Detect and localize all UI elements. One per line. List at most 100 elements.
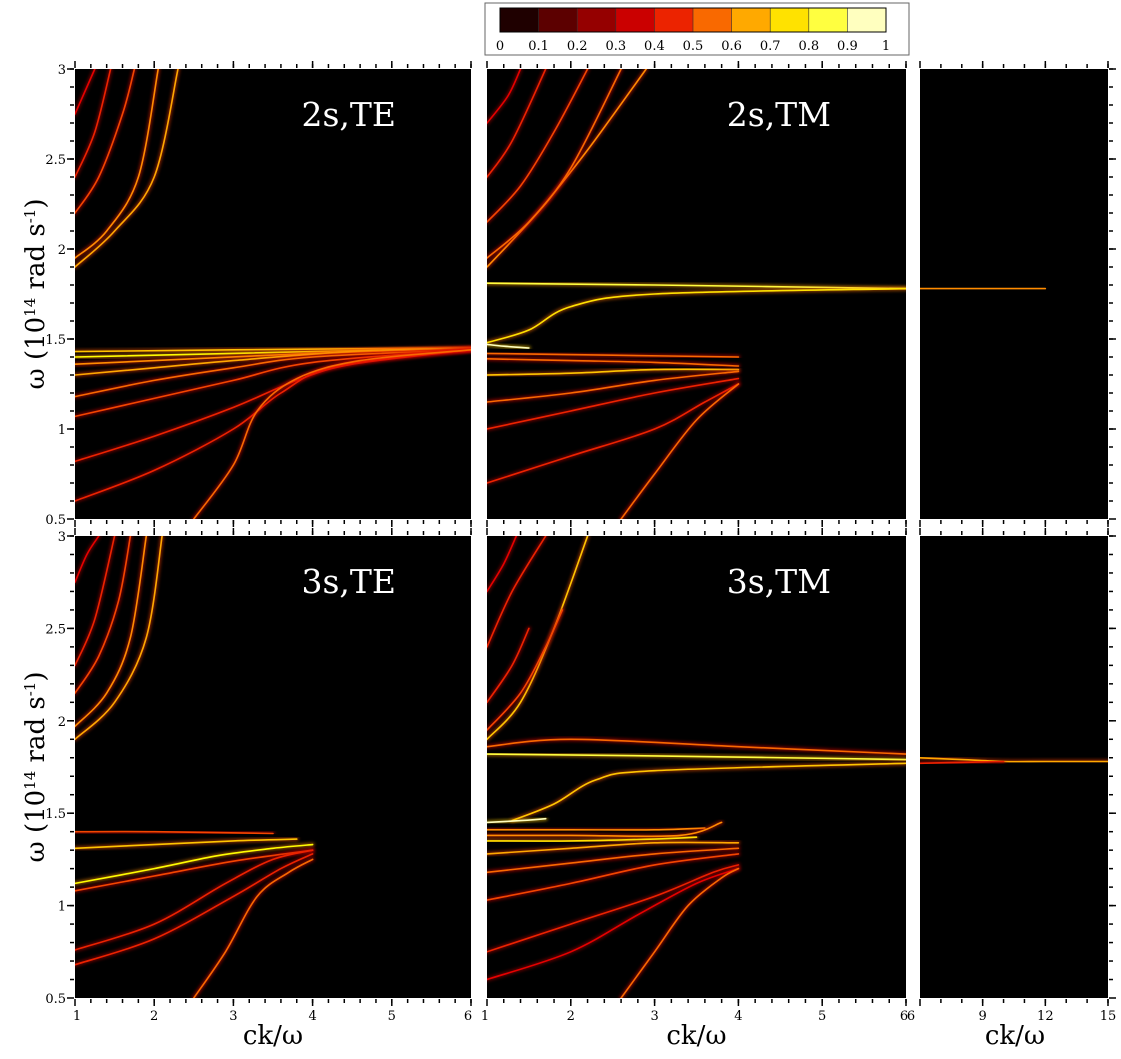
panel-label: 3s,TE	[301, 562, 396, 601]
x-tick-label: 6	[907, 1009, 915, 1024]
dispersion-band	[487, 827, 706, 831]
dispersion-band	[511, 762, 906, 822]
dispersion-band	[487, 738, 906, 755]
dispersion-band	[75, 69, 179, 268]
x-tick-label: 2	[150, 1009, 158, 1024]
dispersion-band	[75, 536, 116, 667]
x-tick-label: 4	[308, 1009, 316, 1024]
dispersion-band	[487, 609, 564, 731]
y-axis-label: ω (1014 rad s-1)	[21, 198, 51, 389]
panel-background	[920, 69, 1108, 519]
dispersion-band	[487, 821, 723, 838]
panel-background	[75, 536, 471, 998]
dispersion-band	[75, 69, 112, 178]
x-tick-label: 6	[464, 1009, 472, 1024]
dispersion-band	[75, 69, 136, 214]
colorbar-cell	[500, 8, 540, 32]
x-tick-label: 2	[567, 1009, 575, 1024]
heatmap-panel	[920, 69, 1108, 519]
panel-label: 2s,TM	[727, 95, 831, 134]
colorbar-cell	[847, 8, 887, 32]
dispersion-band	[75, 536, 148, 728]
dispersion-band	[487, 536, 547, 648]
heatmap-panel: 3s,TM	[487, 536, 906, 998]
x-tick-label: 12	[1037, 1009, 1054, 1024]
dispersion-band	[75, 849, 314, 951]
dispersion-band	[487, 358, 740, 367]
dispersion-band	[487, 817, 547, 824]
dispersion-band	[487, 383, 740, 484]
dispersion-band	[487, 753, 906, 761]
x-axis-label: ck/ω	[985, 1021, 1045, 1051]
x-tick-label: 6	[900, 1009, 908, 1024]
dispersion-band	[487, 864, 740, 953]
y-tick-label: 1.5	[45, 807, 66, 822]
x-tick-label: 3	[229, 1009, 237, 1024]
dispersion-band	[487, 836, 698, 842]
x-tick-label: 5	[388, 1009, 396, 1024]
colorbar-tick-label: 0.6	[721, 39, 742, 54]
panel-label: 2s,TE	[301, 95, 396, 134]
x-axis-label: ck/ω	[666, 1021, 726, 1051]
panel-background	[487, 536, 906, 998]
dispersion-band	[75, 853, 314, 966]
dispersion-band	[193, 349, 471, 519]
colorbar-tick-label: 0.8	[798, 39, 819, 54]
dispersion-band	[487, 69, 622, 259]
x-axis-label: ck/ω	[243, 1021, 303, 1051]
dispersion-band	[487, 536, 518, 593]
colorbar-tick-label: 0.3	[605, 39, 626, 54]
panel-label: 3s,TM	[727, 562, 831, 601]
y-tick-label: 1	[58, 423, 66, 438]
dispersion-band	[75, 830, 274, 835]
dispersion-band	[487, 841, 740, 855]
colorbar-tick-label: 0	[496, 39, 504, 54]
y-tick-label: 3	[58, 63, 66, 78]
colorbar-cell	[808, 8, 848, 32]
x-tick-label: 3	[650, 1009, 658, 1024]
colorbar-tick-label: 0.5	[683, 39, 704, 54]
dispersion-band	[620, 867, 740, 998]
colorbar-cell	[693, 8, 733, 32]
heatmap-panel	[920, 536, 1108, 998]
dispersion-band	[620, 383, 740, 519]
y-tick-label: 0.5	[45, 992, 66, 1007]
x-tick-label: 9	[979, 1009, 987, 1024]
x-tick-label: 15	[1100, 1009, 1117, 1024]
y-tick-label: 1	[58, 900, 66, 915]
colorbar-cell	[538, 8, 578, 32]
colorbar-tick-label: 0.1	[528, 39, 549, 54]
colorbar-cell	[770, 8, 810, 32]
dispersion-band	[75, 536, 163, 741]
dispersion-band	[487, 368, 740, 376]
colorbar-cell	[731, 8, 771, 32]
axes: 0.511.522.530.511.522.531 2 3 4 5 6 1 2 3 4 5 66 9 12…	[21, 61, 1116, 1051]
dispersion-band	[487, 853, 740, 901]
colorbar-border	[499, 7, 887, 33]
panel-background	[920, 536, 1108, 998]
dispersion-band	[487, 343, 530, 349]
heatmap-panel: 2s,TM	[487, 69, 906, 519]
dispersion-band	[487, 370, 740, 403]
dispersion-band	[487, 627, 530, 704]
x-tick-label: 1	[481, 1009, 489, 1024]
colorbar-cell	[654, 8, 694, 32]
y-tick-label: 2	[58, 243, 66, 258]
x-tick-label: 4	[734, 1009, 742, 1024]
heatmap-panel: 3s,TE	[75, 536, 471, 998]
dispersion-band	[487, 352, 740, 358]
x-tick-label: 5	[818, 1009, 826, 1024]
colorbar-cell	[615, 8, 655, 32]
dispersion-band	[75, 347, 471, 376]
dispersion-band	[487, 69, 522, 124]
dispersion-band	[920, 760, 1005, 765]
dispersion-band	[75, 69, 96, 115]
colorbar-tick-label: 0.4	[644, 39, 665, 54]
y-tick-label: 1.5	[45, 333, 66, 348]
dispersion-band	[487, 69, 547, 178]
dispersion-band	[75, 69, 159, 259]
colorbar-tick-label: 0.7	[760, 39, 781, 54]
y-tick-label: 2.5	[45, 622, 66, 637]
y-tick-label: 2	[58, 715, 66, 730]
panel-background	[75, 69, 471, 519]
